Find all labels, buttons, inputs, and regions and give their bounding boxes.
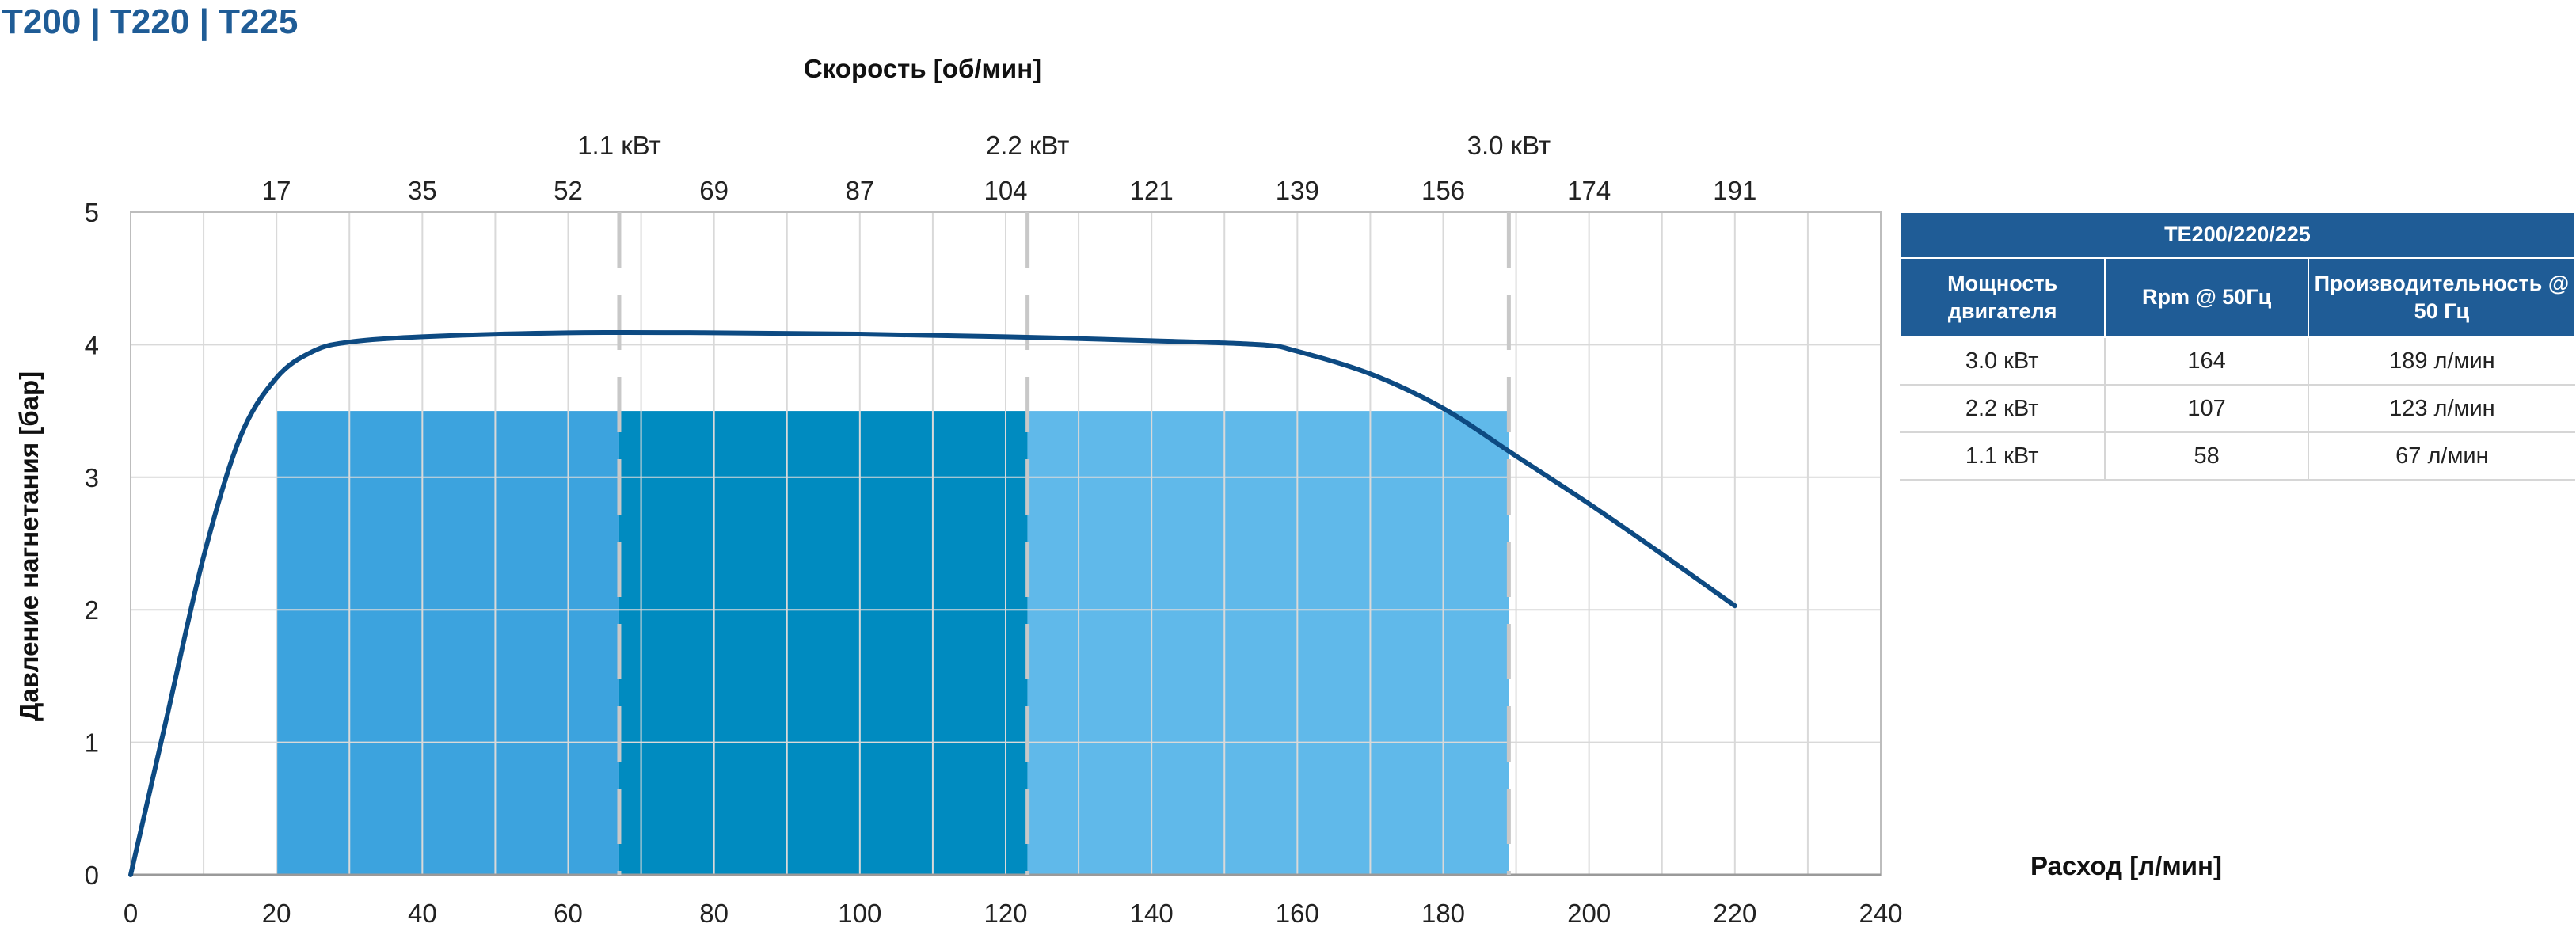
- power-marker-label-1: 1.1 кВт: [577, 131, 661, 160]
- y-tick-label: 5: [85, 198, 99, 227]
- power-marker-label-3: 3.0 кВт: [1467, 131, 1551, 160]
- top-rpm-tick-label: 191: [1713, 176, 1756, 205]
- y-tick-label: 3: [85, 463, 99, 492]
- performance-curve-1: [128, 329, 1737, 877]
- spec-cell-capacity: 67 л/мин: [2307, 432, 2575, 481]
- top-rpm-tick-label: 69: [699, 176, 729, 205]
- spec-cell-rpm: 58: [2104, 432, 2308, 481]
- capacity-region-1: [276, 411, 619, 875]
- top-rpm-tick-label: 104: [984, 176, 1027, 205]
- x-tick-label: 60: [554, 899, 583, 928]
- spec-table-title: TE200/220/225: [1899, 211, 2576, 259]
- x-axis-title: Расход [л/мин]: [2030, 851, 2222, 880]
- x-tick-label: 180: [1421, 899, 1465, 928]
- top-rpm-tick-label: 35: [408, 176, 437, 205]
- y-tick-label: 2: [85, 595, 99, 625]
- spec-cell-capacity: 189 л/мин: [2307, 337, 2575, 386]
- x-tick-label: 120: [984, 899, 1027, 928]
- top-rpm-tick-label: 139: [1276, 176, 1319, 205]
- spec-cell-power: 3.0 кВт: [1900, 337, 2106, 386]
- x-tick-label: 80: [699, 899, 729, 928]
- y-tick-label: 1: [85, 728, 99, 758]
- capacity-region-3: [1027, 411, 1509, 875]
- spec-header-capacity: Производительность @ 50 Гц: [2307, 257, 2576, 338]
- top-rpm-tick-label: 174: [1567, 176, 1611, 205]
- spec-cell-rpm: 164: [2104, 337, 2308, 386]
- x-tick-label: 240: [1859, 899, 1902, 928]
- page-title: T200 | T220 | T225: [2, 2, 298, 42]
- top-rpm-tick-label: 87: [845, 176, 874, 205]
- spec-header-motor-power: Мощность двигателя: [1898, 257, 2106, 338]
- x-tick-label: 140: [1130, 899, 1174, 928]
- y-tick-label: 4: [85, 330, 99, 359]
- x-tick-label: 0: [124, 899, 138, 928]
- spec-cell-power: 2.2 кВт: [1900, 385, 2106, 433]
- x-tick-label: 100: [838, 899, 881, 928]
- spec-cell-power: 1.1 кВт: [1900, 432, 2106, 481]
- capacity-region-2: [618, 411, 1028, 875]
- top-rpm-tick-label: 17: [262, 176, 291, 205]
- power-marker-label-2: 2.2 кВт: [986, 131, 1070, 160]
- spec-cell-rpm: 107: [2104, 385, 2308, 433]
- x-tick-label: 20: [262, 899, 291, 928]
- top-rpm-tick-label: 156: [1421, 176, 1465, 205]
- spec-cell-capacity: 123 л/мин: [2307, 385, 2575, 433]
- x-tick-label: 220: [1713, 899, 1756, 928]
- x-tick-label: 160: [1276, 899, 1319, 928]
- spec-header-rpm: Rpm @ 50Гц: [2104, 257, 2309, 338]
- table-row: 3.0 кВт 164 189 л/мин: [1900, 337, 2575, 386]
- table-row: 1.1 кВт 58 67 л/мин: [1900, 432, 2575, 481]
- x-tick-label: 40: [408, 899, 437, 928]
- y-tick-label: 0: [85, 861, 99, 890]
- table-row: 2.2 кВт 107 123 л/мин: [1900, 385, 2575, 433]
- y-axis-title: Давление нагнетания [бар]: [14, 371, 44, 721]
- x-tick-label: 200: [1567, 899, 1611, 928]
- top-rpm-tick-label: 52: [554, 176, 583, 205]
- top-axis-title: Скорость [об/мин]: [804, 54, 1041, 83]
- motor-spec-table: TE200/220/225 Мощность двигателя Rpm @ 5…: [1898, 211, 2576, 481]
- top-rpm-tick-label: 121: [1130, 176, 1174, 205]
